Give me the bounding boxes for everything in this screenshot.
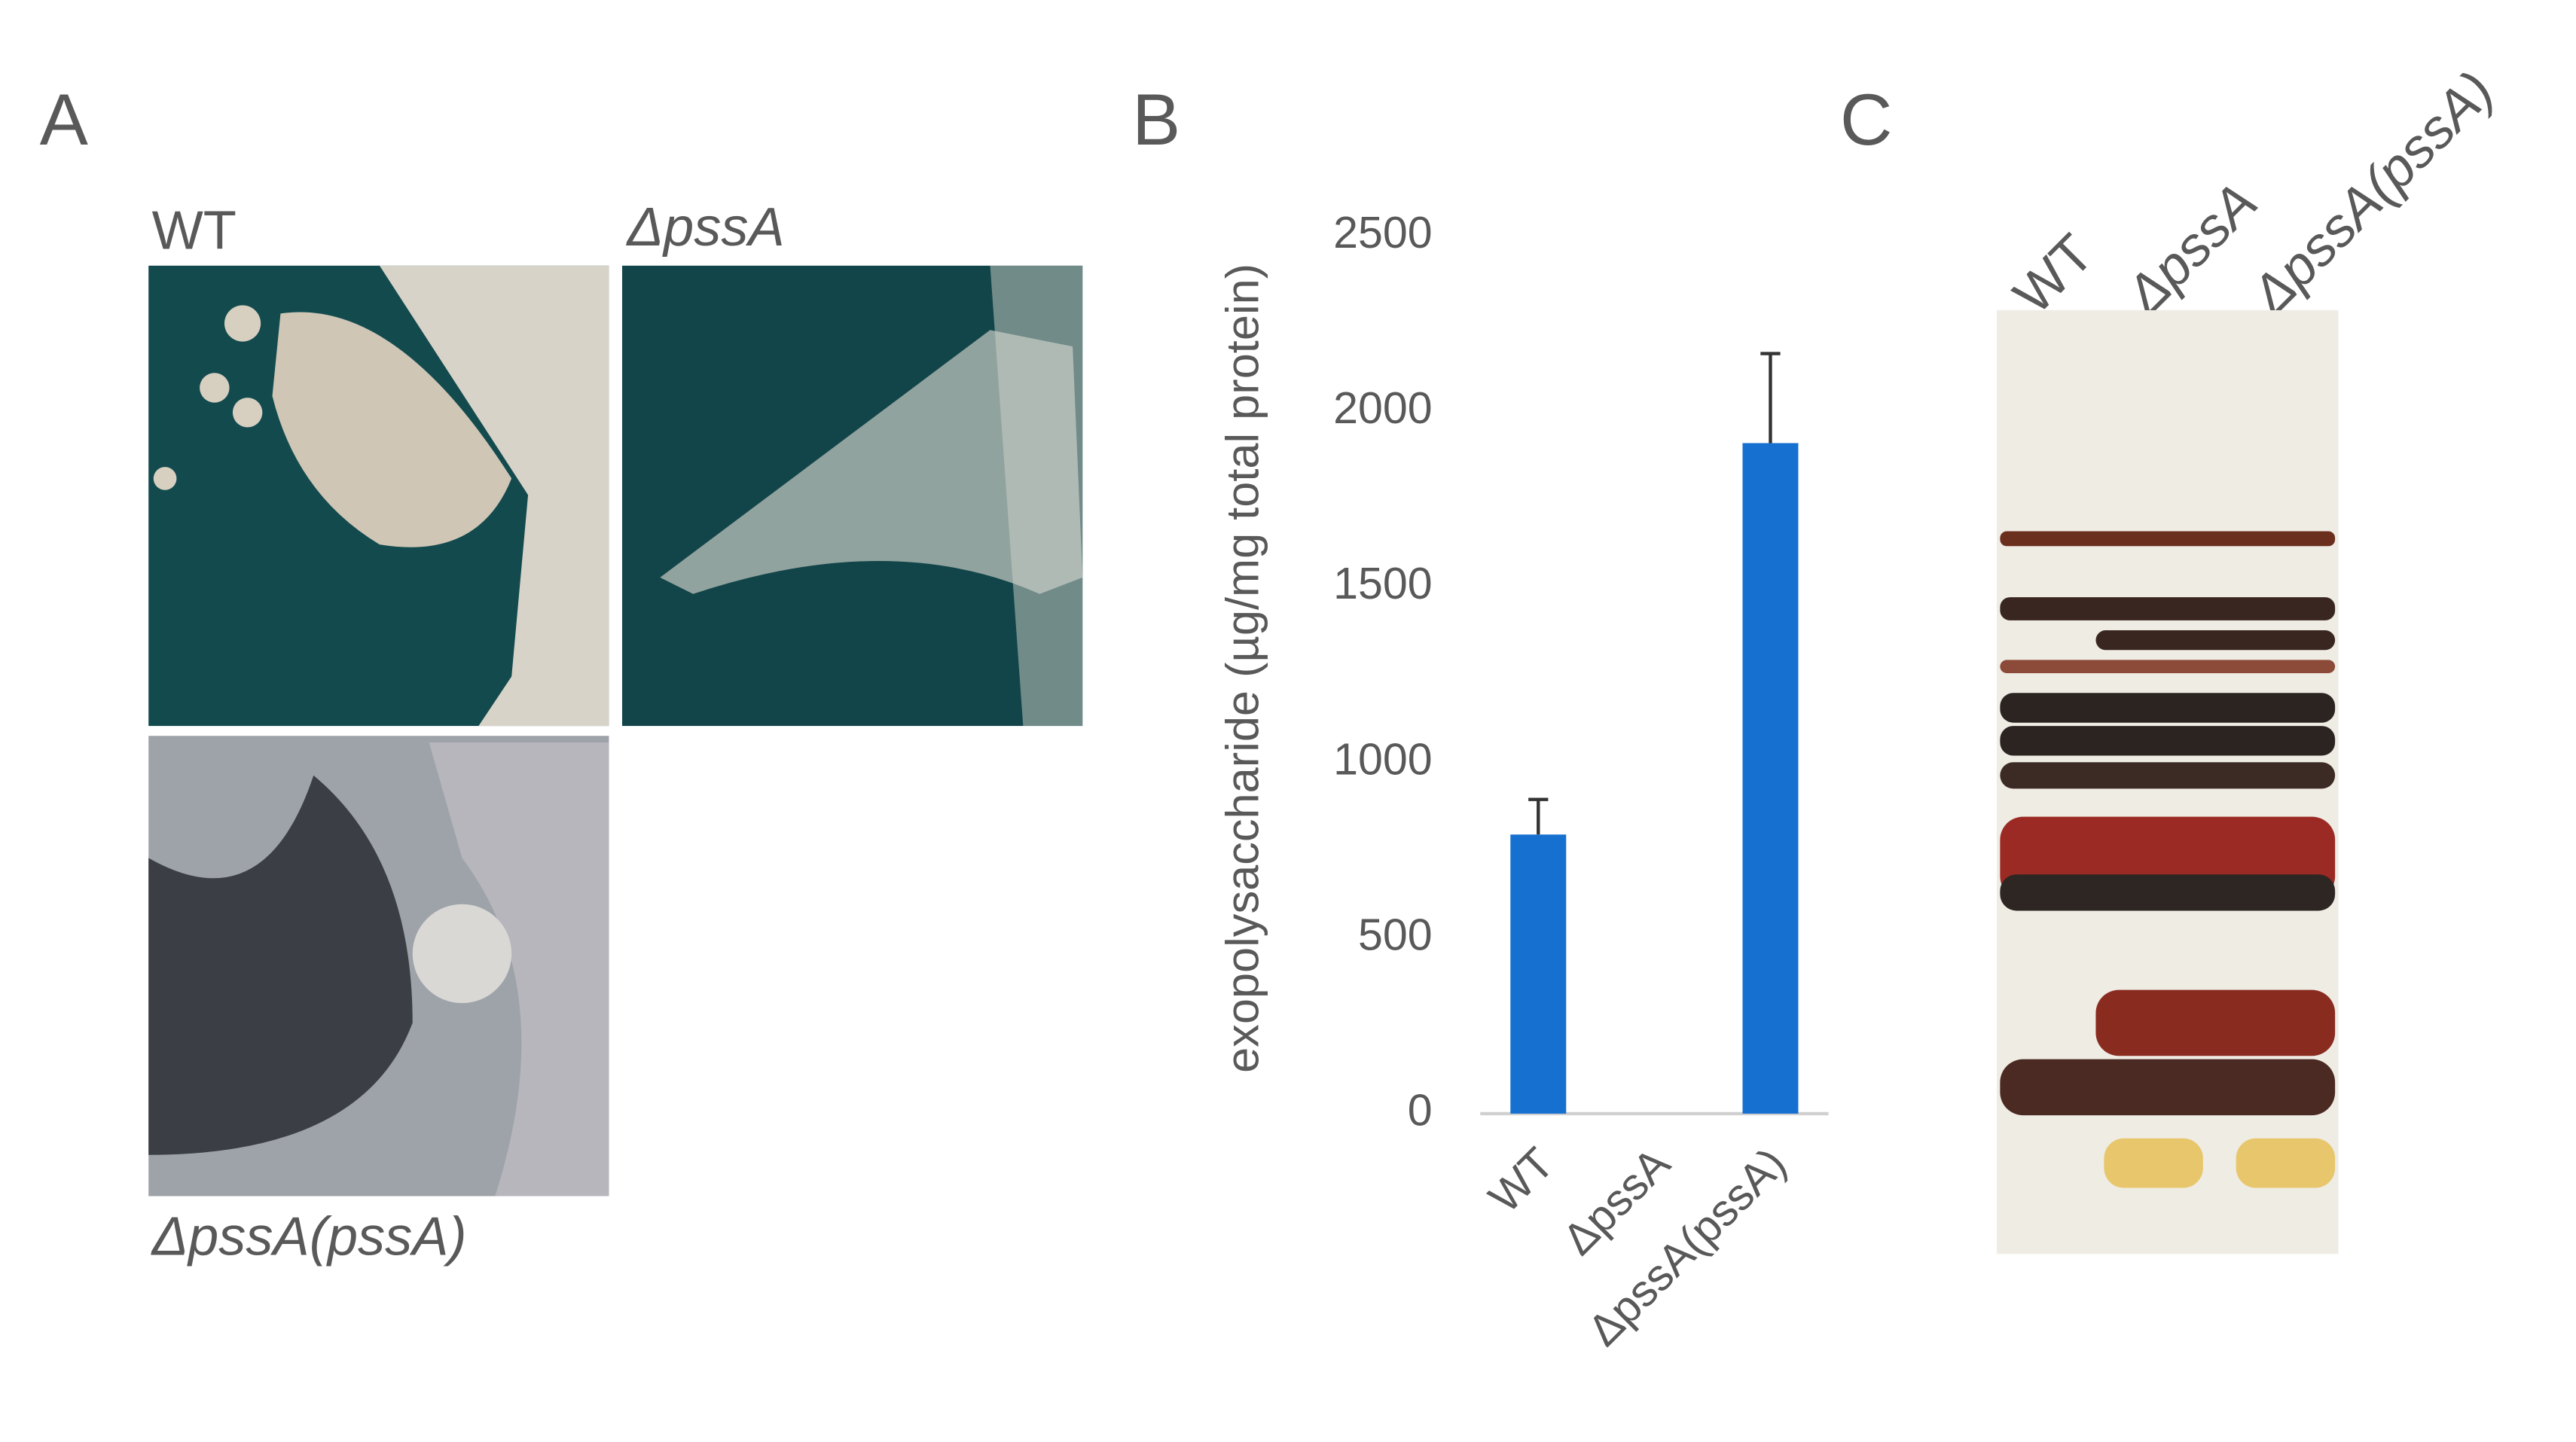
lane-label: ΔpssA bbox=[2114, 172, 2269, 327]
panel-label: B bbox=[1132, 80, 1180, 160]
lane-label: ΔpssA(pssA) bbox=[2239, 60, 2506, 327]
plate-label: ΔpssA(pssA) bbox=[151, 1207, 467, 1267]
plate-photo bbox=[621, 265, 1083, 727]
plate-label: WT bbox=[152, 200, 237, 261]
y-tick-label: 0 bbox=[1408, 1085, 1433, 1136]
plate-label: ΔpssA bbox=[626, 197, 785, 258]
y-tick-label: 500 bbox=[1358, 909, 1433, 959]
x-tick-label: WT bbox=[1479, 1138, 1563, 1222]
panel-label: C bbox=[1840, 80, 1893, 160]
y-tick-label: 1500 bbox=[1333, 558, 1433, 608]
plate-photo bbox=[148, 265, 609, 727]
y-tick-label: 2000 bbox=[1333, 383, 1433, 433]
gel-image bbox=[1996, 309, 2339, 1255]
bar bbox=[1510, 834, 1567, 1114]
panel-label: A bbox=[40, 80, 89, 160]
plate-photo bbox=[148, 736, 609, 1197]
y-tick-label: 1000 bbox=[1333, 733, 1433, 784]
bar bbox=[1742, 443, 1799, 1114]
error-bar bbox=[1528, 797, 1549, 835]
y-tick-label: 2500 bbox=[1333, 207, 1433, 258]
y-axis-label: exopolysaccharide (µg/mg total protein) bbox=[1216, 264, 1268, 1073]
error-bar bbox=[1760, 352, 1781, 444]
